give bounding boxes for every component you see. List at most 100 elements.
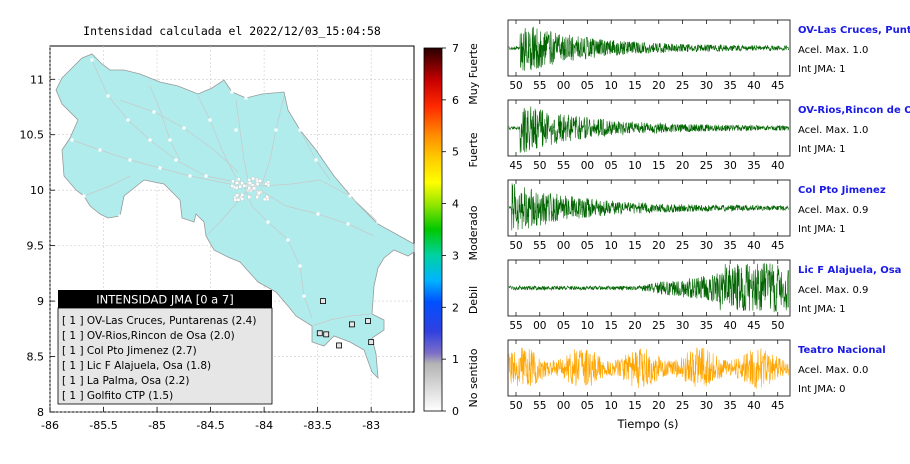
town-marker bbox=[298, 264, 302, 268]
waveform-tick-label: 35 bbox=[723, 80, 736, 92]
map-x-tick-label: -83 bbox=[362, 419, 380, 432]
colorbar-tick-label: 4 bbox=[452, 198, 459, 211]
legend-header bbox=[58, 290, 272, 308]
waveform-trace bbox=[508, 26, 789, 71]
town-marker bbox=[240, 193, 244, 197]
intensity-colorbar: 7 6 5 4 3 2 1 0 Muy Fuerte Fuerte Moderado Debi… bbox=[423, 42, 480, 418]
waveform-tick-label: 15 bbox=[605, 320, 618, 332]
waveform-tick-label: 55 bbox=[557, 160, 570, 172]
town-marker bbox=[286, 238, 290, 242]
map-y-ticks: 11 10.5 10 9.5 9 8.5 8 bbox=[20, 73, 55, 419]
waveform-tick-label: 00 bbox=[557, 80, 570, 92]
town-marker bbox=[168, 138, 172, 142]
waveform-tick-label: 55 bbox=[533, 80, 546, 92]
town-marker bbox=[230, 90, 234, 94]
station-marker bbox=[323, 331, 330, 338]
colorbar-tick-label: 3 bbox=[452, 249, 459, 262]
town-marker bbox=[106, 94, 110, 98]
waveform-panel: 55 00 05 10 15 20 25 30 35 40 45 50 Lic F Alajuela, … bbox=[507, 259, 901, 332]
colorbar-tick-label: 7 bbox=[452, 42, 459, 55]
town-marker bbox=[233, 198, 238, 202]
waveform-tick-label: 55 bbox=[533, 240, 546, 252]
station-marker bbox=[336, 342, 342, 349]
map-x-tick-label: -85 bbox=[148, 419, 166, 432]
costa-rica-land bbox=[55, 53, 415, 380]
waveform-tick-label: 00 bbox=[557, 240, 570, 252]
town-marker bbox=[244, 96, 248, 100]
waveform-tick-label: 15 bbox=[652, 160, 665, 172]
town-marker bbox=[316, 212, 320, 216]
waveform-tick-label: 10 bbox=[581, 320, 594, 332]
waveform-tick-label: 10 bbox=[605, 400, 618, 412]
waveform-tick-label: 25 bbox=[700, 160, 713, 172]
colorbar-tick-label: 0 bbox=[452, 405, 459, 418]
int-jma: Int JMA: 0 bbox=[798, 384, 846, 395]
waveform-tick-label: 35 bbox=[700, 320, 713, 332]
town-marker bbox=[240, 197, 244, 201]
waveform-tick-label: 40 bbox=[747, 400, 760, 412]
map-title: Intensidad calculada el 2022/12/03_15:04… bbox=[83, 24, 381, 38]
map-x-ticks: -86 -85.5 -85 -84.5 -84 -83.5 -83 bbox=[41, 407, 380, 432]
map-y-tick-label: 9 bbox=[37, 295, 44, 308]
waveform-tick-label: 30 bbox=[700, 400, 713, 412]
legend-item: [ 1 ] Golfito CTP (1.5) bbox=[62, 390, 173, 402]
town-marker bbox=[265, 195, 269, 199]
waveform-tick-label: 30 bbox=[700, 80, 713, 92]
waveform-trace bbox=[508, 183, 789, 231]
map-y-tick-label: 11 bbox=[30, 73, 44, 86]
waveform-trace bbox=[508, 106, 789, 153]
station-marker bbox=[316, 330, 323, 337]
town-marker bbox=[158, 166, 162, 170]
town-marker bbox=[247, 186, 251, 190]
station-marker bbox=[368, 339, 375, 346]
colorbar-tick-label: 5 bbox=[452, 146, 459, 159]
waveform-tick-label: 40 bbox=[771, 160, 784, 172]
town-marker bbox=[98, 148, 102, 152]
town-marker bbox=[247, 178, 251, 182]
town-marker bbox=[234, 128, 238, 132]
waveform-tick-label: 35 bbox=[747, 160, 760, 172]
legend-title: INTENSIDAD JMA [0 a 7] bbox=[96, 293, 233, 307]
waveform-trace bbox=[508, 263, 789, 313]
town-marker bbox=[174, 158, 178, 162]
waveform-panel: 50 55 00 05 10 15 20 25 30 35 40 45 OV-Las Cruces, P… bbox=[507, 19, 910, 92]
map-panel: -86 -85.5 -85 -84.5 -84 -83.5 -83 11 10.5 10 9.5 9… bbox=[20, 45, 415, 432]
waveform-tick-label: 50 bbox=[771, 320, 784, 332]
town-marker bbox=[70, 138, 74, 142]
town-marker bbox=[314, 158, 318, 162]
station-name: OV-Rios,Rincon de Osa bbox=[798, 105, 910, 116]
waveform-tick-label: 45 bbox=[771, 240, 784, 252]
town-marker bbox=[242, 184, 246, 188]
colorbar-ticks: 7 6 5 4 3 2 1 0 bbox=[442, 42, 459, 418]
waveform-tick-label: 50 bbox=[533, 160, 546, 172]
waveform-tick-label: 05 bbox=[605, 160, 618, 172]
town-marker bbox=[234, 186, 239, 190]
waveform-tick-label: 40 bbox=[723, 320, 736, 332]
town-marker bbox=[255, 195, 259, 199]
legend-item: [ 1 ] La Palma, Osa (2.2) bbox=[62, 375, 189, 387]
waveform-tick-label: 20 bbox=[676, 160, 689, 172]
map-y-tick-label: 10 bbox=[30, 184, 44, 197]
waveform-tick-label: 45 bbox=[509, 160, 522, 172]
waveform-tick-label: 45 bbox=[771, 400, 784, 412]
waveform-tick-label: 10 bbox=[605, 80, 618, 92]
acel-max: Acel. Max. 0.9 bbox=[798, 205, 868, 216]
waveform-tick-label: 05 bbox=[557, 320, 570, 332]
acel-max: Acel. Max. 0.0 bbox=[798, 365, 868, 376]
waveform-trace bbox=[508, 347, 789, 389]
colorbar-tick-label: 6 bbox=[452, 94, 459, 107]
town-marker bbox=[128, 158, 132, 162]
legend-item: [ 1 ] OV-Las Cruces, Puntarenas (2.4) bbox=[62, 315, 256, 327]
town-marker bbox=[262, 197, 267, 201]
station-name: Teatro Nacional bbox=[798, 345, 886, 356]
town-marker bbox=[255, 179, 260, 184]
town-marker bbox=[188, 174, 192, 178]
map-y-tick-label: 8 bbox=[37, 406, 44, 419]
time-axis-label: Tiempo (s) bbox=[616, 417, 678, 431]
town-marker bbox=[118, 214, 122, 218]
waveform-tick-label: 25 bbox=[652, 320, 665, 332]
waveform-tick-label: 05 bbox=[581, 240, 594, 252]
waveform-tick-label: 10 bbox=[605, 240, 618, 252]
waveform-tick-label: 35 bbox=[723, 400, 736, 412]
town-marker bbox=[90, 58, 94, 62]
